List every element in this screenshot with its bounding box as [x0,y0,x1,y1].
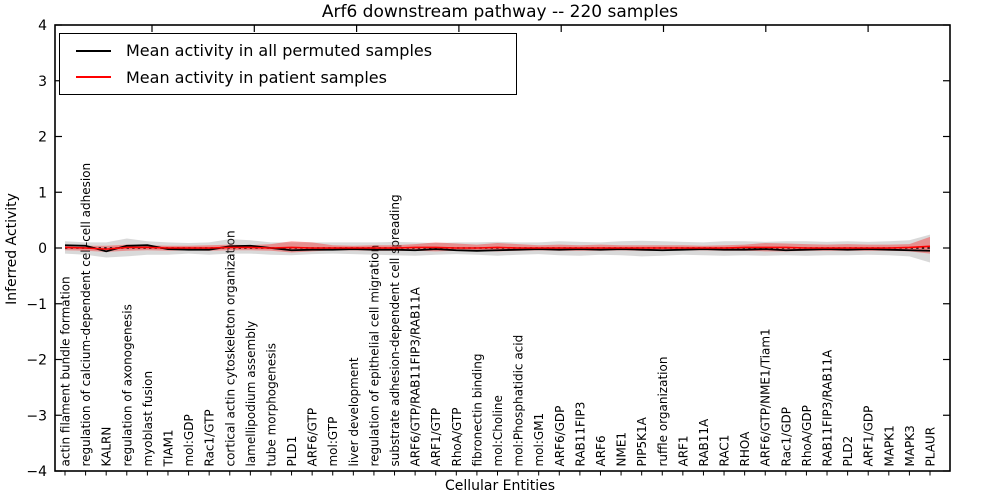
y-tick-label: −4 [26,464,47,480]
y-tick-label: 4 [38,18,47,34]
x-tick-label: ARF1 [676,435,690,466]
x-tick-label: fibronectin binding [470,354,484,467]
x-tick-label: ARF6/GDP [553,406,567,467]
y-tick-label: −1 [26,297,47,313]
x-tick-label: substrate adhesion-dependent cell spread… [388,194,402,466]
line-permuted-mean [64,244,931,253]
x-tick-label: regulation of epithelial cell migration [367,245,381,467]
x-tick-label: RAB11FIP3/RAB11A [821,349,835,466]
legend-label-permuted: Mean activity in all permuted samples [126,41,433,61]
x-tick-label: RAB11A [697,418,711,467]
x-tick-label: myoblast fusion [141,371,155,467]
y-tick-label: 2 [38,130,47,146]
y-tick-label: 1 [38,185,47,201]
x-tick-label: lamellipodium assembly [244,321,258,467]
x-tick-label: ARF1/GDP [862,406,876,467]
x-axis-title: Cellular Entities [444,478,556,494]
x-tick-label: ARF6/GTP/NME1/Tiam1 [759,328,773,466]
legend-label-patient: Mean activity in patient samples [126,67,387,87]
x-tick-label: mol:Phosphatidic acid [512,335,526,467]
y-tick-label: −2 [26,353,47,369]
legend: Mean activity in all permuted samples Me… [59,33,517,95]
legend-line-permuted-icon [76,49,111,52]
x-tick-label: RhoA/GDP [800,405,814,466]
x-tick-label: RhoA/GTP [450,408,464,467]
legend-item-permuted: Mean activity in all permuted samples [76,41,516,60]
x-tick-label: RAC1 [718,435,732,467]
x-tick-label: Rac1/GDP [779,407,793,466]
x-tick-label: ARF1/GTP [429,408,443,467]
x-tick-label: mol:GTP [326,417,340,467]
legend-line-patient-icon [76,76,111,79]
x-tick-label: actin filament bundle formation [59,276,73,466]
legend-item-patient: Mean activity in patient samples [76,68,516,87]
x-tick-label: mol:GDP [182,414,196,466]
x-tick-label: MAPK1 [882,425,896,466]
x-tick-label: PLD1 [285,436,299,467]
y-tick-label: 0 [38,241,47,257]
y-tick-label: 3 [38,74,47,90]
y-tick-label: −3 [26,408,47,424]
x-tick-label: PIP5K1A [635,416,649,466]
line-patient-mean [64,245,931,250]
x-tick-label: regulation of axonogenesis [120,304,134,466]
x-tick-label: ARF6 [594,435,608,466]
x-tick-label: PLAUR [924,427,938,467]
x-tick-label: Rac1/GTP [203,409,217,466]
x-tick-label: mol:Choline [491,395,505,466]
x-tick-label: PLD2 [841,436,855,467]
x-tick-label: cortical actin cytoskeleton organization [223,230,237,466]
chart-title: Arf6 downstream pathway -- 220 samples [321,2,679,22]
y-axis-title: Inferred Activity [4,193,20,305]
x-tick-label: mol:GM1 [532,413,546,467]
x-tick-label: RAB11FIP3 [573,402,587,467]
x-tick-label: MAPK3 [903,425,917,466]
x-tick-label: TIAM1 [161,429,175,467]
x-tick-label: ARF6/GTP/RAB11FIP3/RAB11A [409,286,423,466]
x-tick-label: NME1 [615,432,629,467]
x-tick-label: tube morphogenesis [264,343,278,466]
x-tick-label: ARF6/GTP [306,408,320,467]
x-tick-label: KALRN [100,427,114,467]
x-tick-label: regulation of calcium-dependent cell-cel… [79,163,93,467]
x-tick-label: ruffle organization [656,357,670,467]
x-tick-label: liver development [347,357,361,466]
x-tick-label: RHOA [738,431,752,467]
